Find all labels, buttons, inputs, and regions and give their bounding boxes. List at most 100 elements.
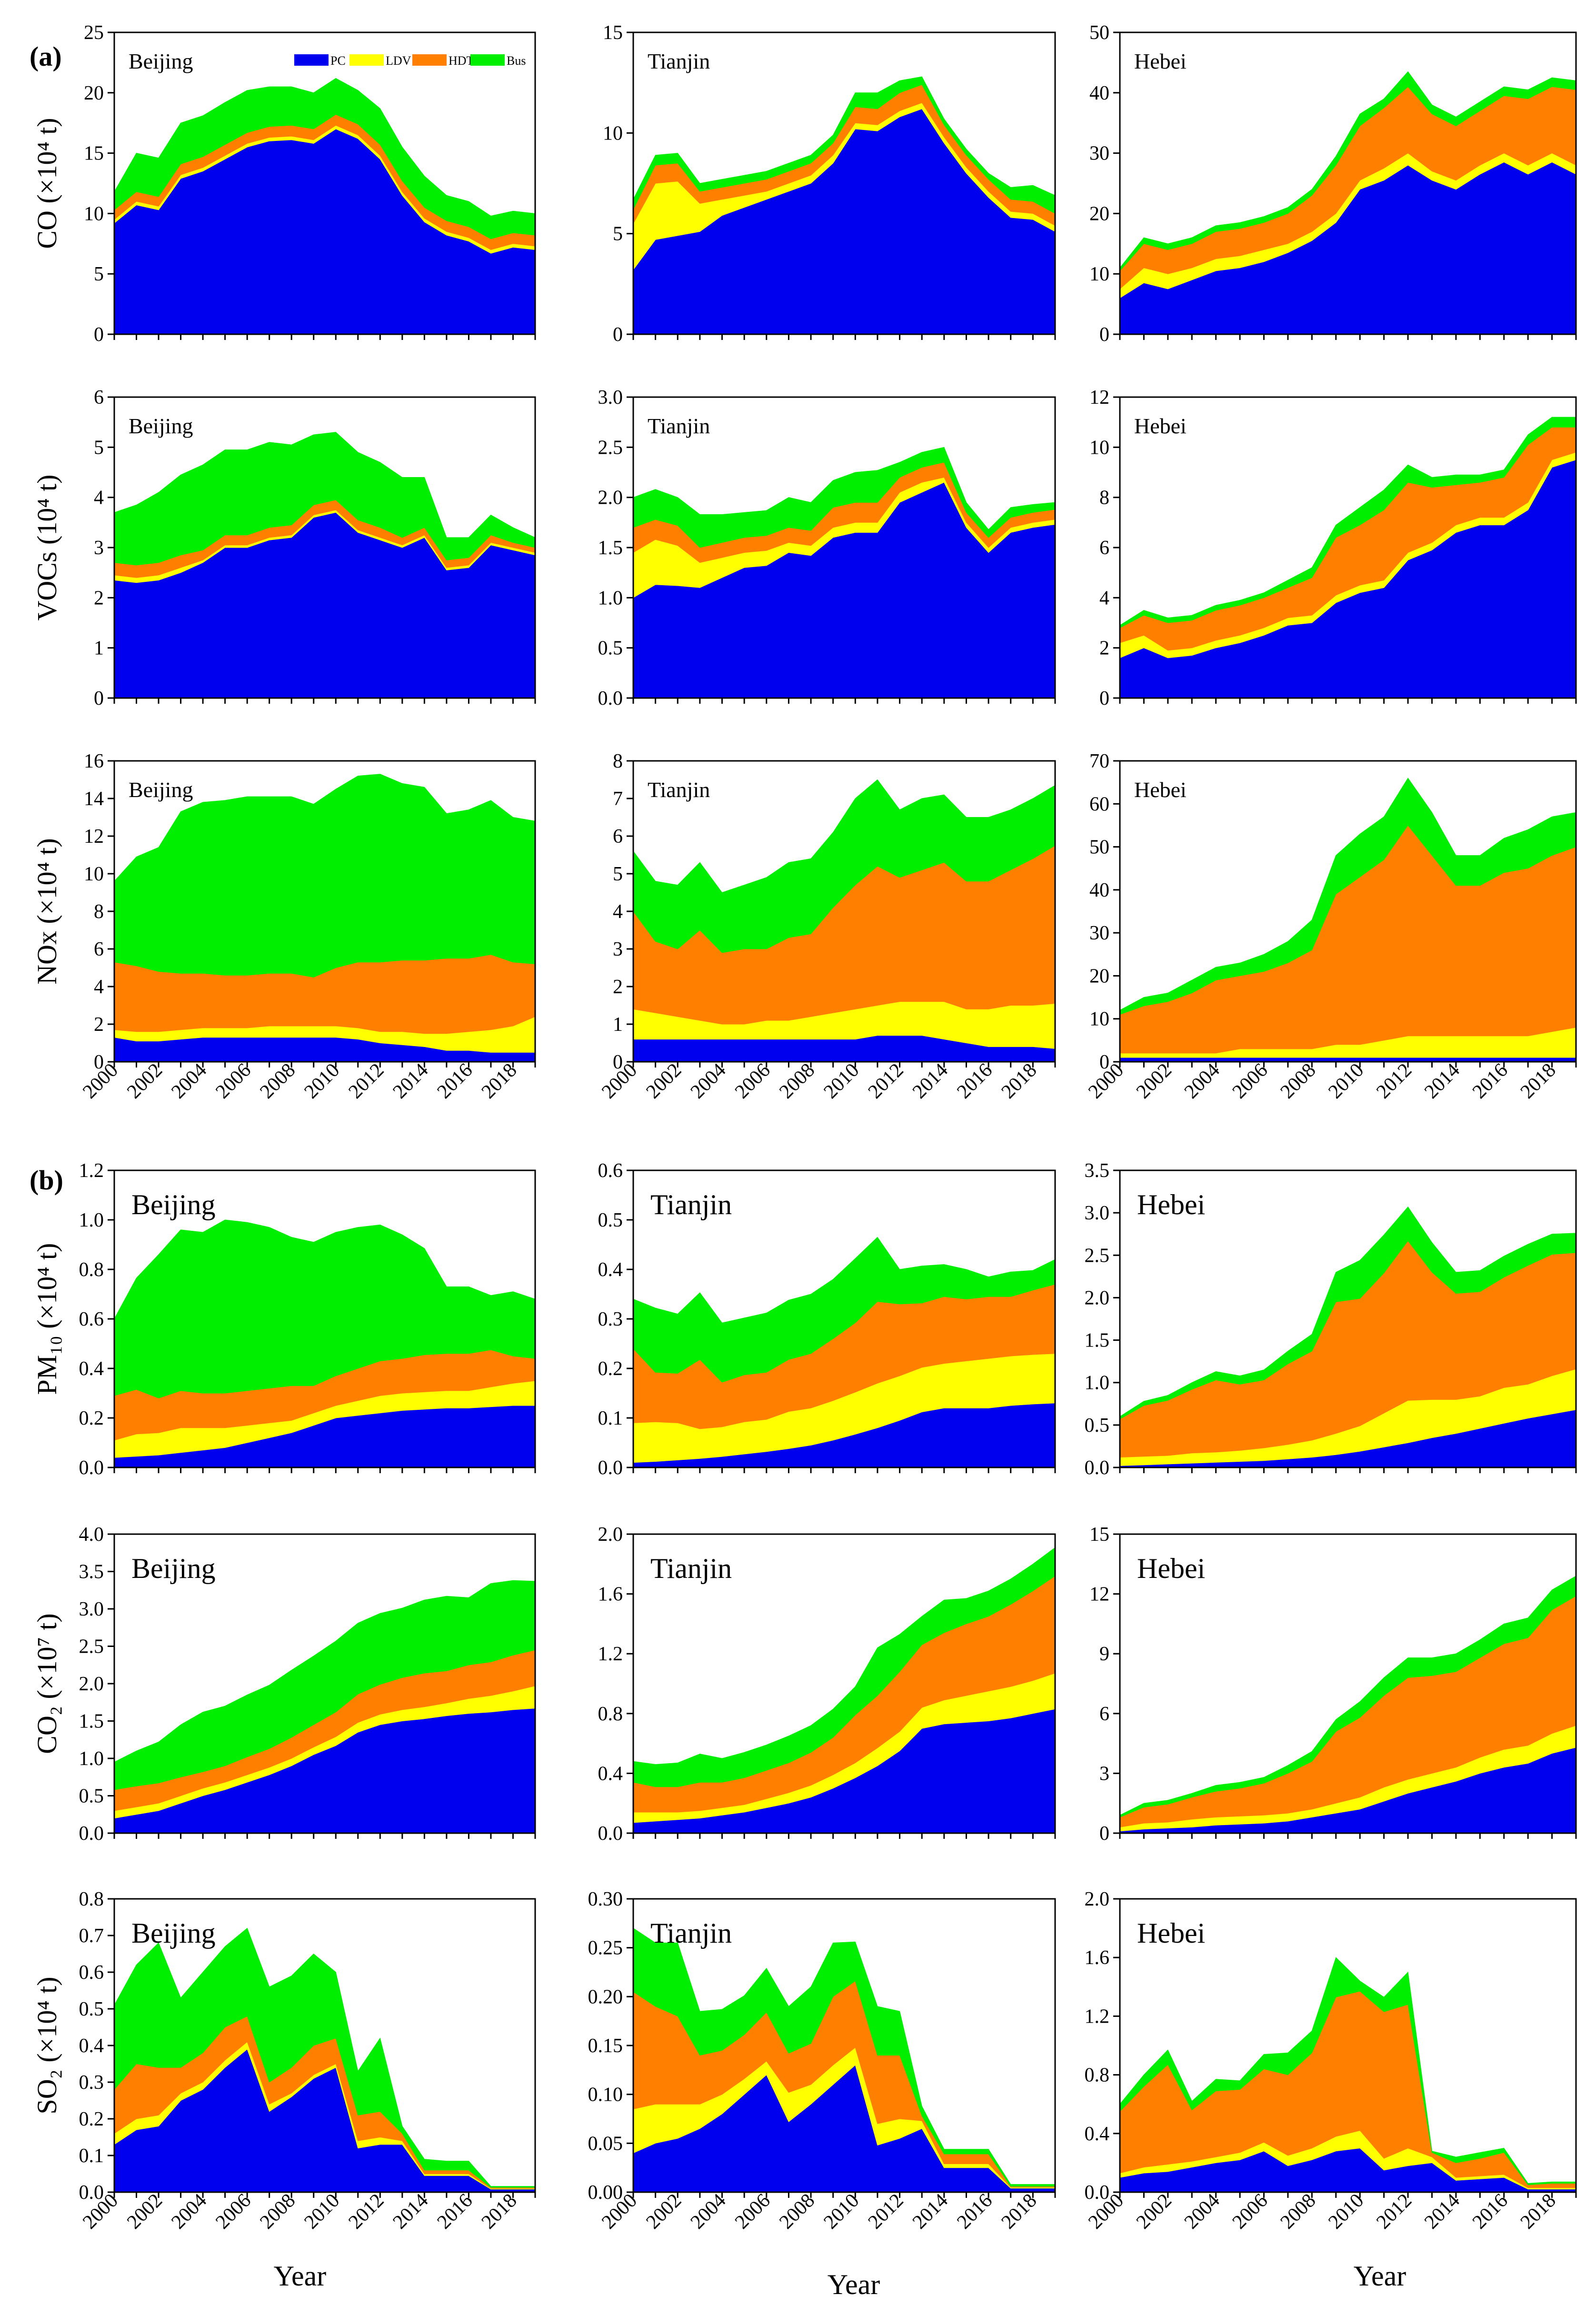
y-tick-label-co2-hb: 6: [1099, 1703, 1109, 1725]
y-tick-label-co-hb: 10: [1089, 263, 1109, 285]
x-tick-label-so2-tj: 2016: [953, 2190, 997, 2234]
plot-frame-so2-hb: [1119, 1898, 1577, 2193]
x-tick-label-nox-tj: 2000: [598, 1059, 641, 1103]
city-title-nox-bj: Beijing: [129, 778, 193, 802]
y-tick-label-co2-tj: 2.0: [598, 1524, 623, 1546]
y-tick-label-co-tj: 0: [613, 324, 623, 346]
y-tick-label-co2-hb: 9: [1099, 1643, 1109, 1665]
x-tick-label-nox-hb: 2018: [1516, 1059, 1560, 1103]
y-tick-label-pm-tj: 0.5: [598, 1209, 623, 1231]
y-tick-label-voc-bj: 2: [94, 587, 104, 609]
x-tick-label-nox-bj: 2016: [433, 1059, 477, 1103]
x-axis-title-2: Year: [828, 2269, 880, 2300]
y-tick-label-nox-tj: 7: [613, 788, 623, 810]
y-tick-label-so2-tj: 0.05: [588, 2133, 623, 2155]
chart-co2-tj: 0.0 0.4 0.8 1.2 1.6 2.0 Tianjin: [598, 1524, 1056, 1845]
y-tick-label-co-hb: 50: [1089, 22, 1109, 44]
x-tick-label-nox-hb: 2006: [1228, 1059, 1272, 1103]
x-tick-label-so2-tj: 2014: [908, 2190, 952, 2234]
y-tick-label-nox-bj: 6: [94, 938, 104, 960]
plot-frame-pm-hb: [1119, 1169, 1577, 1468]
x-tick-label-nox-tj: 2012: [864, 1059, 908, 1103]
city-title-pm-tj: Tianjin: [650, 1189, 732, 1220]
x-tick-label-nox-tj: 2004: [687, 1059, 730, 1103]
plot-frame-co-bj: [113, 31, 536, 335]
x-tick-label-nox-tj: 2002: [642, 1059, 686, 1103]
y-tick-label-voc-hb: 0: [1099, 688, 1109, 709]
y-tick-label-co2-tj: 0.4: [598, 1763, 623, 1785]
y-tick-label-pm-tj: 0.0: [598, 1457, 623, 1479]
y-axis-title-pm-bj: PM₁₀ (×10⁴ t): [31, 1243, 62, 1395]
y-tick-label-nox-hb: 10: [1089, 1008, 1109, 1030]
y-tick-label-voc-tj: 2.5: [598, 437, 623, 459]
y-tick-label-voc-bj: 1: [94, 638, 104, 659]
y-tick-label-nox-bj: 10: [84, 863, 104, 885]
y-tick-label-co-bj: 15: [84, 143, 104, 165]
y-tick-label-nox-tj: 8: [613, 750, 623, 772]
city-title-voc-bj: Beijing: [129, 414, 193, 438]
plot-frame-co-tj: [632, 31, 1056, 335]
y-tick-label-co-bj: 25: [84, 22, 104, 44]
x-tick-label-so2-tj: 2012: [864, 2190, 908, 2234]
y-tick-label-voc-bj: 5: [94, 437, 104, 459]
y-tick-label-co2-tj: 1.6: [598, 1584, 623, 1606]
city-title-pm-bj: Beijing: [131, 1189, 216, 1220]
y-tick-label-so2-bj: 0.6: [79, 1962, 104, 1984]
x-tick-label-nox-bj: 2012: [344, 1059, 388, 1103]
x-tick-label-so2-tj: 2018: [998, 2190, 1041, 2234]
y-tick-label-voc-hb: 2: [1099, 638, 1109, 659]
y-axis-title-co2-bj: CO₂ (×10⁷ t): [31, 1613, 62, 1754]
x-tick-label-nox-bj: 2006: [211, 1059, 255, 1103]
y-tick-label-so2-bj: 0.0: [79, 2182, 104, 2204]
chart-co-bj: 0 5 10 15 20 25 Beijing CO (×10⁴ t): [31, 22, 536, 346]
y-tick-label-pm-tj: 0.6: [598, 1160, 623, 1182]
y-tick-label-co2-hb: 15: [1089, 1524, 1109, 1546]
y-tick-label-so2-bj: 0.3: [79, 2072, 104, 2094]
y-tick-label-co2-bj: 3.0: [79, 1598, 104, 1620]
y-tick-label-voc-bj: 6: [94, 387, 104, 409]
y-tick-label-pm-bj: 0.0: [79, 1457, 104, 1479]
y-tick-label-nox-hb: 20: [1089, 965, 1109, 987]
y-axis-title-nox-bj: NOx (×10⁴ t): [31, 838, 62, 984]
y-tick-label-pm-bj: 0.6: [79, 1308, 104, 1330]
x-tick-label-so2-hb: 2010: [1324, 2190, 1368, 2234]
y-axis-title-co-bj: CO (×10⁴ t): [31, 118, 62, 249]
y-tick-label-pm-hb: 2.5: [1085, 1245, 1110, 1267]
x-tick-label-so2-bj: 2002: [123, 2190, 167, 2234]
y-tick-label-co2-bj: 4.0: [79, 1524, 104, 1546]
x-tick-label-nox-tj: 2008: [775, 1059, 819, 1103]
y-tick-label-pm-bj: 0.4: [79, 1358, 104, 1380]
x-tick-label-so2-tj: 2008: [775, 2190, 819, 2234]
x-tick-label-nox-bj: 2008: [256, 1059, 299, 1103]
x-tick-label-so2-hb: 2002: [1132, 2190, 1176, 2234]
y-tick-label-nox-tj: 5: [613, 863, 623, 885]
city-title-pm-hb: Hebei: [1137, 1189, 1205, 1220]
y-tick-label-so2-tj: 0.00: [588, 2182, 623, 2204]
y-tick-label-so2-bj: 0.4: [79, 2035, 104, 2057]
y-tick-label-nox-tj: 0: [613, 1051, 623, 1073]
y-tick-label-pm-bj: 0.8: [79, 1259, 104, 1281]
y-tick-label-so2-hb: 1.6: [1085, 1947, 1110, 1969]
y-tick-label-nox-bj: 2: [94, 1014, 104, 1036]
x-tick-label-nox-tj: 2014: [908, 1059, 952, 1103]
y-tick-label-so2-bj: 0.8: [79, 1888, 104, 1910]
y-tick-label-pm-hb: 1.5: [1085, 1330, 1110, 1352]
x-tick-label-so2-hb: 2012: [1372, 2190, 1416, 2234]
x-tick-label-so2-bj: 2004: [167, 2190, 211, 2234]
y-tick-label-nox-bj: 12: [84, 826, 104, 848]
y-tick-label-so2-bj: 0.5: [79, 1998, 104, 2020]
x-tick-label-so2-bj: 2014: [389, 2190, 433, 2234]
y-tick-label-co2-bj: 1.0: [79, 1748, 104, 1770]
x-tick-label-nox-hb: 2008: [1277, 1059, 1320, 1103]
y-tick-label-so2-tj: 0.20: [588, 1986, 623, 2008]
chart-co-hb: 0 10 20 30 40 50 Hebei: [1089, 22, 1577, 346]
chart-voc-bj: 0 1 2 3 4 5 6 Beijing VOCs (10⁴ t): [31, 387, 536, 709]
y-tick-label-nox-hb: 0: [1099, 1051, 1109, 1073]
legend: PC LDV HDT Bus: [294, 54, 526, 68]
y-tick-label-so2-tj: 0.10: [588, 2084, 623, 2106]
x-tick-label-nox-hb: 2000: [1084, 1059, 1128, 1103]
